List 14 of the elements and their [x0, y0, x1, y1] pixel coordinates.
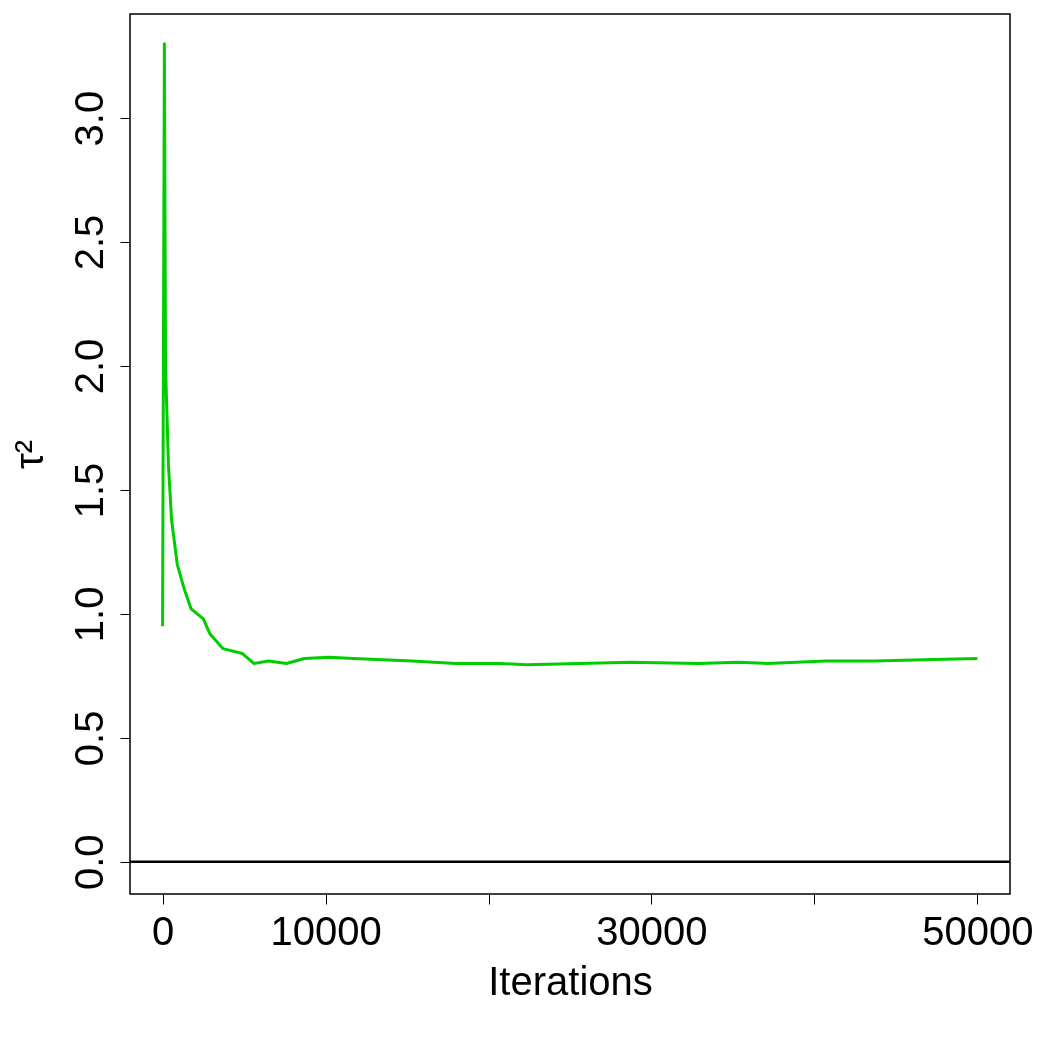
y-tick-label: 0.5 [66, 710, 111, 767]
y-tick-label: 1.0 [66, 586, 111, 643]
y-tick-label: 0.0 [66, 834, 111, 891]
x-tick-label: 30000 [596, 908, 708, 953]
x-tick-label: 50000 [922, 908, 1034, 953]
y-tick-label: 1.5 [66, 462, 111, 519]
x-axis-title: Iterations [488, 958, 653, 1003]
y-tick-label: 2.0 [66, 338, 111, 395]
x-tick-label: 10000 [270, 908, 382, 953]
y-tick-label: 3.0 [66, 90, 111, 147]
y-tick-label: 2.5 [66, 214, 111, 271]
line-series [161, 42, 979, 667]
x-tick-label: 0 [151, 908, 175, 953]
y-axis-title: τ² [6, 439, 51, 470]
